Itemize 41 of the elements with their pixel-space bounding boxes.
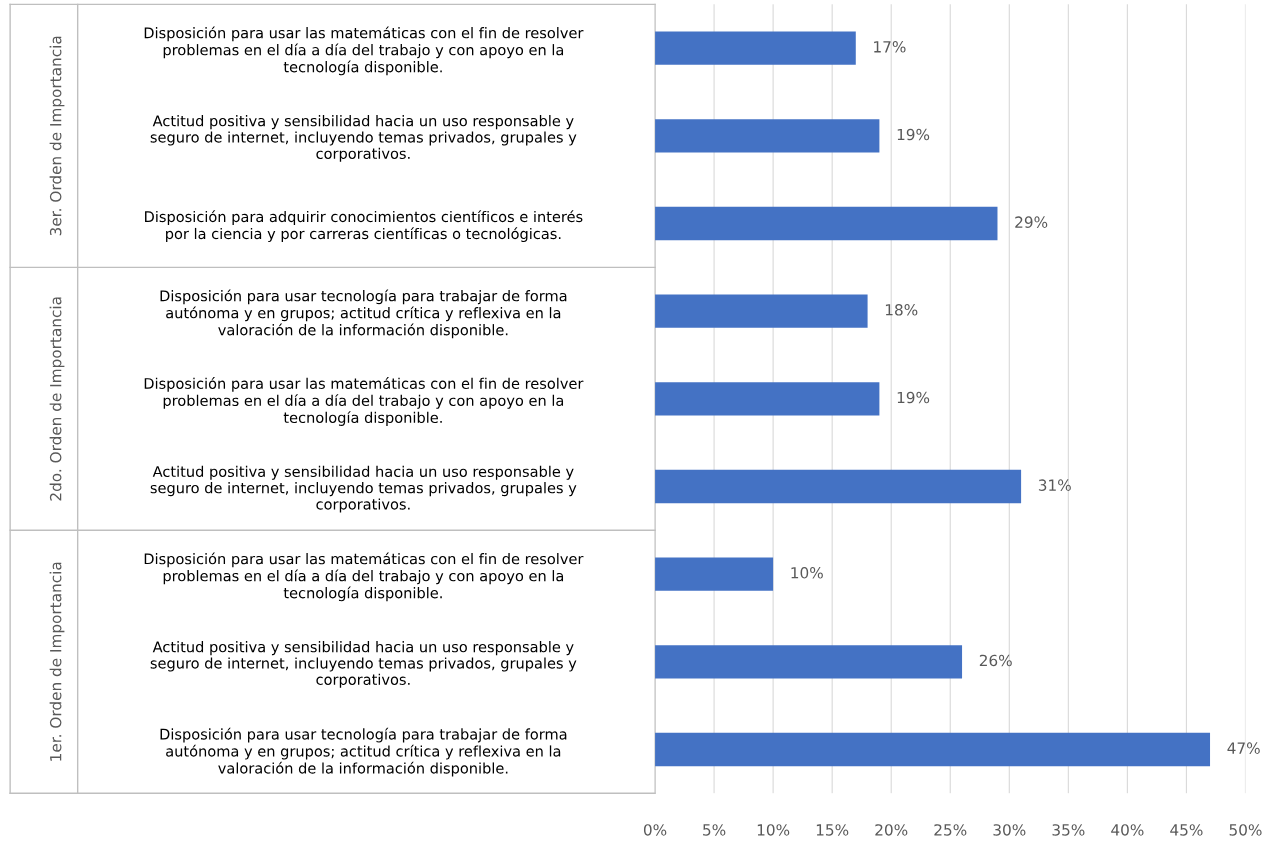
bar: [655, 732, 1211, 767]
data-label: 29%: [1015, 216, 1048, 228]
data-label: 47%: [1227, 742, 1260, 754]
text: 2do. Orden de Importancia: [49, 297, 65, 501]
data-label: 18%: [885, 304, 918, 316]
x-tick-label: 0%: [643, 824, 667, 836]
y-tick-label: Disposición para usar las matemáticas con el fin de resolver problemas en el día a día del trabajo y con apoyo en la tecnología disponible.: [144, 377, 584, 426]
bar: [655, 382, 880, 416]
data-label: 19%: [897, 391, 930, 404]
x-tick-label: 5%: [703, 824, 726, 836]
data-label: 17%: [874, 41, 906, 53]
bar: [655, 294, 868, 328]
data-label: 10%: [791, 567, 823, 579]
x-tick-label: 25%: [934, 824, 967, 836]
bar: [655, 206, 998, 241]
y-tick-label: Disposición para usar tecnología para trabajar de forma autónoma y en grupos; actitud crítica y reflexiva en la valoración de la información disponible.: [160, 289, 567, 339]
text: 1er. Orden de Importancia: [49, 562, 65, 761]
x-tick-label: 45%: [1170, 824, 1203, 836]
x-tick-label: 30%: [993, 824, 1026, 836]
bar: [655, 557, 774, 591]
y-tick-label: Disposición para adquirir conocimientos científicos e interés por la ciencia y por carreras científicas o tecnológicas.: [145, 210, 583, 243]
bar: [655, 645, 963, 679]
data-label: 31%: [1038, 479, 1071, 491]
x-tick-label: 35%: [1052, 824, 1085, 836]
y-tick-label: Disposición para usar las matemáticas con el fin de resolver problemas en el día a día del trabajo y con apoyo en la tecnología disponible.: [144, 26, 584, 76]
x-tick-label: 50%: [1229, 824, 1262, 836]
y-tick-label: Disposición para usar tecnología para trabajar de forma autónoma y en grupos; actitud crítica y reflexiva en la valoración de la información disponible.: [160, 727, 567, 777]
bar: [655, 31, 856, 65]
text: 3er. Orden de Importancia: [49, 36, 65, 236]
data-label: 19%: [897, 128, 930, 141]
y-tick-label: Actitud positiva y sensibilidad hacia un uso responsable y seguro de internet, incluyendo temas privados, grupales y corporativos.: [150, 115, 577, 162]
x-tick-label: 10%: [757, 824, 790, 836]
x-tick-label: 20%: [875, 824, 908, 836]
x-tick-label: 40%: [1111, 824, 1144, 836]
bar: [655, 469, 1022, 504]
y-tick-label: Actitud positiva y sensibilidad hacia un uso responsable y seguro de internet, incluyendo temas privados, grupales y corporativos.: [150, 641, 577, 688]
y-tick-label: Actitud positiva y sensibilidad hacia un uso responsable y seguro de internet, incluyendo temas privados, grupales y corporativos.: [150, 465, 577, 513]
data-label: 26%: [979, 654, 1012, 667]
y-tick-label: Disposición para usar las matemáticas con el fin de resolver problemas en el día a día del trabajo y con apoyo en la tecnología disponible.: [144, 552, 584, 602]
bar: [655, 119, 880, 153]
x-tick-label: 15%: [816, 824, 849, 836]
